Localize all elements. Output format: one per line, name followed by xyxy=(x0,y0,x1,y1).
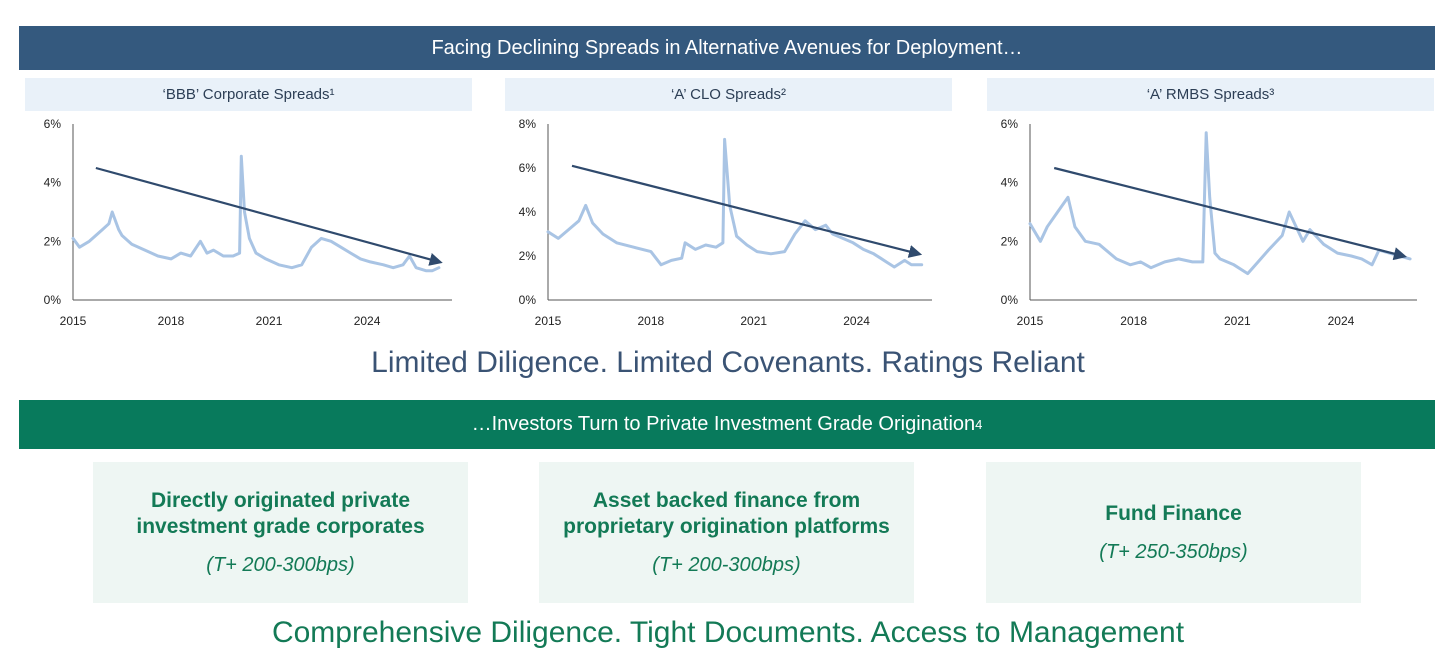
y-tick-label: 6% xyxy=(44,117,62,131)
card-fund-finance: Fund Finance (T+ 250-350bps) xyxy=(986,462,1361,603)
chart-bbb-corporate: 0% 2% 4% 6% 2015 2018 2021 2024 xyxy=(44,117,452,328)
chart-a-clo: 0% 2% 4% 6% 8% 2015 2018 2021 2024 xyxy=(519,117,932,328)
x-tick-label: 2018 xyxy=(1120,314,1147,328)
tagline-bottom: Comprehensive Diligence. Tight Documents… xyxy=(271,616,1185,649)
card-title: Fund Finance xyxy=(1105,502,1242,525)
x-tick-label: 2024 xyxy=(843,314,870,328)
green-banner: …Investors Turn to Private Investment Gr… xyxy=(19,400,1435,449)
card-private-ig-corporates: Directly originated private investment g… xyxy=(93,462,468,603)
x-tick-label: 2021 xyxy=(740,314,767,328)
y-tick-label: 4% xyxy=(44,176,62,190)
top-banner: Facing Declining Spreads in Alternative … xyxy=(19,26,1435,70)
card-spread-range: (T+ 200-300bps) xyxy=(652,554,801,576)
x-tick-label: 2024 xyxy=(1328,314,1355,328)
x-tick-label: 2015 xyxy=(535,314,562,328)
y-tick-label: 6% xyxy=(519,161,537,175)
series-line xyxy=(71,154,441,273)
card-title: Directly originated private investment g… xyxy=(136,489,425,538)
y-tick-label: 0% xyxy=(519,293,537,307)
chart-a-rmbs: 0% 2% 4% 6% 2015 2018 2021 2024 xyxy=(1001,117,1417,328)
x-tick-label: 2021 xyxy=(1224,314,1251,328)
trend-arrow xyxy=(1053,166,1408,261)
series-line xyxy=(546,137,924,269)
trend-arrow xyxy=(95,166,443,266)
y-tick-label: 4% xyxy=(519,205,537,219)
x-tick-label: 2018 xyxy=(638,314,665,328)
trend-arrow xyxy=(571,164,923,258)
y-tick-label: 2% xyxy=(44,234,62,248)
series-line xyxy=(1028,131,1412,276)
green-banner-text: …Investors Turn to Private Investment Gr… xyxy=(471,413,976,435)
y-tick-label: 2% xyxy=(519,249,537,263)
y-tick-label: 4% xyxy=(1001,176,1019,190)
x-tick-label: 2021 xyxy=(256,314,283,328)
card-spread-range: (T+ 250-350bps) xyxy=(1099,541,1248,563)
y-tick-label: 6% xyxy=(1001,117,1019,131)
chart-title-a-rmbs: ‘A’ RMBS Spreads³ xyxy=(987,78,1434,111)
tagline-top: Limited Diligence. Limited Covenants. Ra… xyxy=(371,346,1085,379)
y-tick-label: 8% xyxy=(519,117,537,131)
y-tick-label: 0% xyxy=(44,293,62,307)
chart-title-bbb-corporate: ‘BBB’ Corporate Spreads¹ xyxy=(25,78,472,111)
chart-title-a-clo: ‘A’ CLO Spreads² xyxy=(505,78,952,111)
x-tick-label: 2018 xyxy=(158,314,185,328)
y-tick-label: 0% xyxy=(1001,293,1019,307)
card-asset-backed-finance: Asset backed finance from proprietary or… xyxy=(539,462,914,603)
x-tick-label: 2024 xyxy=(354,314,381,328)
y-tick-label: 2% xyxy=(1001,234,1019,248)
top-banner-title: Facing Declining Spreads in Alternative … xyxy=(431,36,1023,59)
green-banner-footnote: 4 xyxy=(975,417,983,432)
x-tick-label: 2015 xyxy=(60,314,87,328)
card-spread-range: (T+ 200-300bps) xyxy=(206,554,355,576)
x-tick-label: 2015 xyxy=(1017,314,1044,328)
card-title: Asset backed finance from proprietary or… xyxy=(563,489,890,538)
